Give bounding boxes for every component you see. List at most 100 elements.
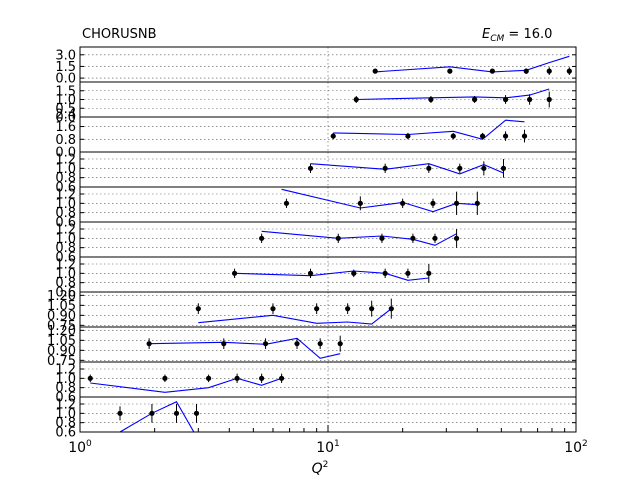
y-tick-label: 0.75 xyxy=(47,354,76,369)
y-tick-label: 0.0 xyxy=(55,146,76,161)
data-point xyxy=(314,306,320,312)
data-point xyxy=(447,68,453,74)
ecm-value: = 16.0 xyxy=(504,27,552,42)
y-tick-label: 1.5 xyxy=(55,60,76,75)
y-tick-label: 1.2 xyxy=(55,398,76,413)
panel-3: 0.00.81.62.4 xyxy=(55,107,577,161)
data-point xyxy=(146,341,152,347)
data-point xyxy=(173,410,180,416)
y-tick-label: 0.75 xyxy=(47,319,76,334)
y-tick-label: 1.2 xyxy=(55,188,76,203)
data-point xyxy=(337,341,343,347)
data-point xyxy=(471,96,478,103)
x-tick-mantissa: 10 xyxy=(316,440,334,456)
y-tick-label: 1.20 xyxy=(47,289,76,304)
data-point xyxy=(372,68,378,74)
y-tick-label: 1.2 xyxy=(55,258,76,273)
data-point xyxy=(149,410,155,416)
data-point xyxy=(405,133,411,139)
data-point xyxy=(259,375,265,381)
panel-4: 0.60.81.01.2 xyxy=(55,151,577,196)
panel-7: 0.60.81.01.2 xyxy=(55,256,577,301)
data-point xyxy=(453,200,460,206)
y-tick-label: 1.0 xyxy=(55,232,76,247)
data-point xyxy=(382,165,388,171)
y-tick-label: 1.0 xyxy=(55,407,76,422)
data-point xyxy=(500,165,507,171)
data-point xyxy=(502,96,509,103)
data-point xyxy=(521,133,528,139)
data-point xyxy=(345,306,351,312)
y-tick-label: 0.8 xyxy=(55,206,76,221)
y-tick-label: 1.5 xyxy=(55,84,76,99)
panel-5: 0.60.81.01.2 xyxy=(55,186,577,231)
y-tick-label: 0.0 xyxy=(55,111,76,126)
data-point xyxy=(262,341,269,347)
y-tick-label: 3.0 xyxy=(55,48,76,63)
data-point xyxy=(527,96,533,103)
theory-line xyxy=(149,337,341,359)
panel-10: 0.60.81.01.2 xyxy=(55,361,577,406)
data-point xyxy=(353,96,359,103)
data-point xyxy=(317,341,323,347)
data-point xyxy=(279,375,285,381)
y-tick-label: 0.90 xyxy=(47,344,76,359)
data-point xyxy=(453,235,460,241)
data-point xyxy=(270,306,276,312)
data-point xyxy=(283,200,290,206)
y-tick-label: 0.6 xyxy=(55,216,76,231)
data-point xyxy=(479,133,486,139)
y-tick-label: 0.8 xyxy=(55,276,76,291)
data-point xyxy=(457,165,463,171)
x-tick-label: 101 xyxy=(316,439,340,456)
data-point xyxy=(523,68,529,74)
x-tick-label: 100 xyxy=(68,439,92,456)
theory-line xyxy=(234,270,429,281)
x-tick-mantissa: 10 xyxy=(564,440,582,456)
theory-line xyxy=(119,400,195,432)
y-tick-label: 1.0 xyxy=(55,267,76,282)
data-point xyxy=(426,270,432,276)
y-tick-label: 1.0 xyxy=(55,162,76,177)
y-tick-label: 0.8 xyxy=(55,171,76,186)
y-tick-label: 1.6 xyxy=(55,120,76,135)
data-point xyxy=(117,410,123,416)
data-point xyxy=(357,200,363,206)
theory-line xyxy=(261,230,457,246)
data-point xyxy=(231,270,238,276)
y-tick-label: 1.05 xyxy=(47,299,76,314)
y-tick-label: 2.4 xyxy=(55,107,76,122)
panels-group: 0.01.53.00.00.51.01.50.00.81.62.40.60.81… xyxy=(47,46,577,441)
panel-11: 0.60.81.01.2 xyxy=(55,396,577,441)
theory-line xyxy=(281,188,478,213)
y-tick-label: 0.6 xyxy=(55,391,76,406)
data-point xyxy=(307,270,314,276)
data-point xyxy=(481,165,487,171)
y-tick-label: 0.90 xyxy=(47,309,76,324)
y-tick-label: 1.0 xyxy=(55,372,76,387)
x-tick-label: 102 xyxy=(564,439,588,456)
data-point xyxy=(502,133,509,139)
data-point xyxy=(489,68,495,74)
theory-line xyxy=(90,377,282,393)
ecm-symbol: E xyxy=(482,27,491,42)
x-axis-label-base: Q xyxy=(312,461,323,477)
y-tick-label: 0.0 xyxy=(55,72,76,87)
chart-title-left: CHORUSNB xyxy=(82,27,157,42)
y-tick-label: 0.6 xyxy=(55,286,76,301)
data-point xyxy=(307,165,314,171)
y-tick-label: 1.0 xyxy=(55,197,76,212)
data-point xyxy=(566,68,572,74)
data-point xyxy=(400,200,406,206)
theory-line xyxy=(375,55,570,73)
chart-title-right: ECM = 16.0 xyxy=(482,27,552,44)
data-point xyxy=(450,133,456,139)
x-tick-exponent: 0 xyxy=(86,439,92,449)
x-tick-exponent: 1 xyxy=(334,439,340,449)
y-tick-label: 1.0 xyxy=(55,93,76,108)
data-point xyxy=(546,96,552,103)
data-point xyxy=(259,235,265,241)
data-point xyxy=(430,200,436,206)
data-point xyxy=(432,235,438,241)
